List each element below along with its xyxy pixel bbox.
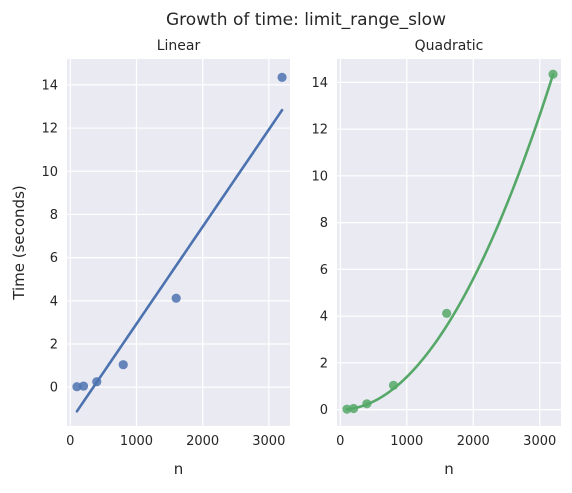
linear-plot-area <box>67 59 290 426</box>
linear-y-tick-label: 12 <box>41 122 58 137</box>
linear-y-tick-label: 14 <box>41 78 58 93</box>
linear-panel-title: Linear <box>157 38 201 54</box>
linear-data-point <box>72 382 82 392</box>
quadratic-y-tick-label: 0 <box>320 403 328 418</box>
quadratic-marks <box>342 69 558 414</box>
linear-y-tick-label: 2 <box>50 337 58 352</box>
quadratic-ticks: 0 1000 2000 3000 0 2 4 6 8 10 12 14 <box>311 76 556 449</box>
linear-data-point <box>118 360 128 370</box>
linear-x-tick-label: 1000 <box>120 434 153 449</box>
linear-marks <box>72 72 287 413</box>
quadratic-y-tick-label: 12 <box>311 123 328 138</box>
quadratic-plot-area <box>337 59 561 426</box>
quadratic-x-tick-label: 0 <box>336 434 344 449</box>
quadratic-data-point <box>362 399 372 409</box>
quadratic-data-point <box>388 380 399 390</box>
quadratic-y-tick-label: 4 <box>320 310 328 325</box>
linear-panel: 0 1000 2000 3000 0 2 4 6 8 10 12 14 Linear n Time (… <box>10 38 290 478</box>
quadratic-data-point <box>349 403 359 414</box>
quadratic-x-tick-label: 1000 <box>390 434 423 449</box>
quadratic-y-tick-label: 10 <box>311 169 328 184</box>
quadratic-x-tick-label: 3000 <box>523 434 556 449</box>
quadratic-data-point <box>342 404 352 414</box>
linear-x-tick-label: 0 <box>66 434 74 449</box>
linear-data-point <box>277 72 287 82</box>
quadratic-panel-title: Quadratic <box>415 38 484 54</box>
linear-data-point <box>171 293 181 303</box>
linear-y-tick-label: 6 <box>50 251 58 266</box>
quadratic-y-tick-label: 6 <box>320 263 328 278</box>
linear-grid <box>67 59 290 426</box>
linear-ticks: 0 1000 2000 3000 0 2 4 6 8 10 12 14 <box>41 78 285 449</box>
linear-data-point <box>78 381 89 391</box>
quadratic-x-axis-label: n <box>444 460 454 478</box>
linear-y-tick-label: 10 <box>41 165 58 180</box>
quadratic-panel: 0 1000 2000 3000 0 2 4 6 8 10 12 14 Quadratic n <box>311 38 561 478</box>
y-axis-label: Time (seconds) <box>10 185 28 301</box>
quadratic-x-tick-label: 2000 <box>457 434 490 449</box>
linear-x-tick-label: 2000 <box>186 434 219 449</box>
quadratic-fit-line <box>345 73 555 411</box>
quadratic-data-point <box>442 308 452 318</box>
quadratic-data-point <box>548 69 558 79</box>
quadratic-grid <box>337 59 561 426</box>
linear-y-tick-label: 8 <box>50 208 58 223</box>
linear-fit-line <box>75 108 284 413</box>
linear-x-axis-label: n <box>174 460 184 478</box>
linear-y-tick-label: 0 <box>50 381 58 396</box>
linear-y-tick-label: 4 <box>50 294 58 309</box>
quadratic-y-tick-label: 2 <box>320 356 328 371</box>
quadratic-y-tick-label: 14 <box>311 76 328 91</box>
quadratic-y-tick-label: 8 <box>320 216 328 231</box>
linear-data-point <box>92 377 102 387</box>
figure-title: Growth of time: limit_range_slow <box>166 10 446 30</box>
linear-x-tick-label: 3000 <box>252 434 285 449</box>
